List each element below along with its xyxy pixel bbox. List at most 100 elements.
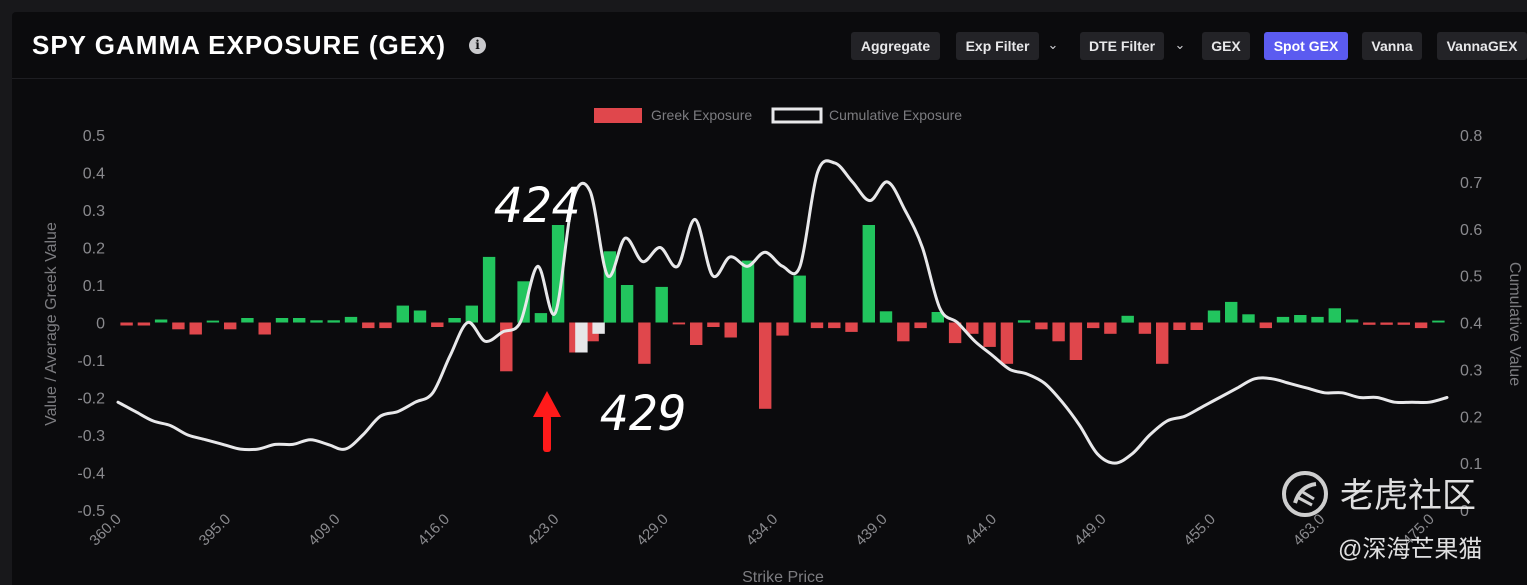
greek-exposure-bar[interactable] — [517, 281, 530, 323]
greek-exposure-bar[interactable] — [189, 322, 202, 335]
greek-exposure-bar[interactable] — [1276, 316, 1290, 323]
greek-exposure-bar[interactable] — [655, 286, 668, 323]
annotation-429: 429 — [600, 386, 687, 442]
greek-exposure-bar[interactable] — [344, 316, 358, 323]
greek-exposure-bar[interactable] — [241, 318, 254, 323]
greek-exposure-bar[interactable] — [914, 322, 927, 329]
tiger-logo-icon — [1282, 471, 1328, 517]
greek-exposure-bar[interactable] — [327, 320, 340, 323]
greek-exposure-bar[interactable] — [1190, 322, 1203, 331]
greek-exposure-bar[interactable] — [948, 322, 962, 344]
vanna-button[interactable]: Vanna — [1362, 32, 1422, 60]
greek-exposure-bar[interactable] — [448, 318, 461, 323]
greek-exposure-bar[interactable] — [638, 322, 651, 364]
y-tick-left: 0.2 — [83, 241, 105, 258]
greek-exposure-bar[interactable] — [293, 318, 306, 323]
y-tick-right: 0.6 — [1460, 222, 1482, 239]
greek-exposure-bar[interactable] — [551, 225, 565, 323]
x-tick: 409.0 — [305, 511, 344, 550]
greek-exposure-bar[interactable] — [482, 256, 496, 323]
greek-exposure-bar[interactable] — [1207, 310, 1221, 323]
chevron-down-icon[interactable]: ⌄ — [1174, 37, 1186, 52]
greek-exposure-bar[interactable] — [931, 312, 944, 323]
greek-exposure-bar[interactable] — [465, 305, 478, 323]
greek-exposure-bar[interactable] — [258, 322, 271, 335]
greek-exposure-bar[interactable] — [879, 311, 893, 323]
greek-exposure-bar[interactable] — [707, 322, 720, 328]
gex-card: SPY GAMMA EXPOSURE (GEX) i Aggregate Exp… — [12, 12, 1527, 585]
greek-exposure-bar[interactable] — [1017, 320, 1031, 323]
aggregate-button[interactable]: Aggregate — [851, 32, 940, 60]
greek-exposure-bar[interactable] — [1414, 322, 1428, 329]
gex-button[interactable]: GEX — [1202, 32, 1250, 60]
greek-exposure-bar[interactable] — [1104, 322, 1117, 334]
greek-exposure-bar[interactable] — [724, 322, 737, 338]
greek-exposure-bar[interactable] — [1087, 322, 1100, 329]
vannagex-button[interactable]: VannaGEX — [1437, 32, 1527, 60]
page-title: SPY GAMMA EXPOSURE (GEX) — [32, 30, 447, 60]
greek-exposure-bar[interactable] — [776, 322, 789, 336]
greek-exposure-bar[interactable] — [690, 322, 703, 346]
greek-exposure-bar[interactable] — [224, 322, 237, 330]
greek-exposure-bar[interactable] — [793, 275, 806, 323]
greek-exposure-bar[interactable] — [672, 322, 686, 325]
greek-exposure-bar[interactable] — [1397, 322, 1410, 325]
greek-exposure-bar[interactable] — [1259, 322, 1272, 329]
greek-exposure-bar[interactable] — [500, 322, 513, 372]
greek-exposure-bar[interactable] — [1380, 322, 1393, 325]
greek-exposure-bar[interactable] — [310, 320, 323, 323]
dte-filter-button[interactable]: DTE Filter — [1080, 32, 1164, 60]
greek-exposure-bar[interactable] — [1035, 322, 1048, 330]
greek-exposure-bar[interactable] — [620, 285, 634, 323]
legend-greek-swatch — [594, 108, 642, 123]
greek-exposure-bar[interactable] — [1156, 322, 1169, 364]
greek-exposure-bar[interactable] — [1432, 320, 1445, 323]
greek-exposure-bar[interactable] — [379, 322, 392, 329]
greek-exposure-bar[interactable] — [1173, 322, 1186, 331]
greek-exposure-bar[interactable] — [1069, 322, 1083, 361]
greek-exposure-bar[interactable] — [1311, 316, 1324, 323]
greek-exposure-bar[interactable] — [413, 310, 427, 323]
spot-gex-button[interactable]: Spot GEX — [1264, 32, 1348, 60]
chevron-down-icon[interactable]: ⌄ — [1047, 37, 1059, 52]
greek-exposure-bar[interactable] — [1345, 319, 1359, 323]
greek-exposure-bar[interactable] — [862, 225, 875, 323]
greek-exposure-bar[interactable] — [966, 322, 979, 334]
greek-exposure-bar[interactable] — [759, 322, 772, 409]
exp-filter-button[interactable]: Exp Filter — [956, 32, 1039, 60]
greek-exposure-bar[interactable] — [1052, 322, 1065, 342]
greek-exposure-bar[interactable] — [534, 313, 548, 323]
greek-exposure-bar[interactable] — [431, 322, 444, 328]
greek-exposure-bar[interactable] — [1242, 314, 1255, 323]
greek-exposure-bar[interactable] — [1121, 315, 1134, 323]
greek-exposure-bar[interactable] — [206, 320, 220, 323]
y-tick-right: 0.7 — [1460, 175, 1482, 192]
legend-cumulative-label: Cumulative Exposure — [829, 107, 962, 123]
greek-exposure-bar[interactable] — [1000, 322, 1014, 364]
greek-exposure-bar[interactable] — [1363, 322, 1376, 325]
greek-exposure-bar[interactable] — [362, 322, 375, 329]
greek-exposure-bar[interactable] — [1225, 301, 1238, 323]
spot-bar[interactable] — [575, 322, 588, 353]
y-tick-right: 0 — [1460, 503, 1469, 520]
greek-exposure-bar[interactable] — [603, 251, 617, 323]
greek-exposure-bar[interactable] — [828, 322, 841, 329]
greek-exposure-bar[interactable] — [983, 322, 996, 347]
spot-bar[interactable] — [592, 322, 605, 334]
greek-exposure-bar[interactable] — [172, 322, 185, 330]
greek-exposure-bar[interactable] — [120, 322, 133, 326]
greek-exposure-bar[interactable] — [1328, 308, 1341, 323]
greek-exposure-bar[interactable] — [1294, 315, 1307, 323]
greek-exposure-bar[interactable] — [845, 322, 858, 332]
greek-exposure-bar[interactable] — [810, 322, 824, 329]
greek-exposure-bar[interactable] — [1138, 322, 1152, 334]
greek-exposure-bar[interactable] — [154, 319, 168, 323]
greek-exposure-bar[interactable] — [137, 322, 151, 326]
greek-exposure-bar[interactable] — [275, 318, 289, 323]
greek-exposure-bar[interactable] — [741, 260, 755, 323]
greek-exposure-bar[interactable] — [897, 322, 910, 342]
y-tick-right: 0.1 — [1460, 456, 1482, 473]
chart-legend[interactable]: Greek Exposure Cumulative Exposure — [594, 107, 962, 124]
greek-exposure-bar[interactable] — [396, 305, 409, 323]
info-icon[interactable]: i — [469, 37, 486, 54]
